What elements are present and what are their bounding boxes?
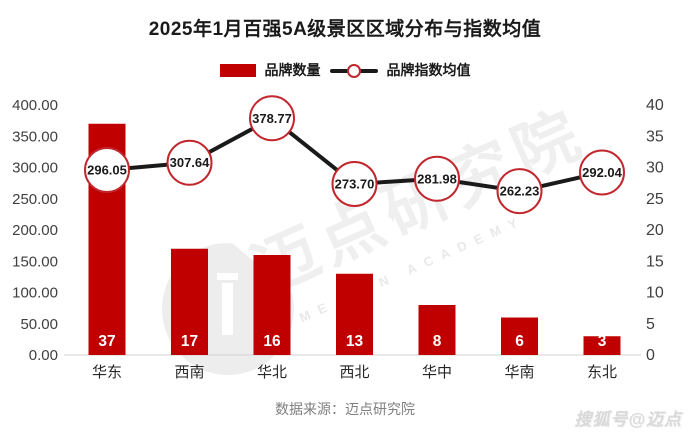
right-axis-tick: 30 [646,160,664,177]
lighthouse-icon [222,283,233,335]
bar [583,336,621,355]
line-marker-icon [346,63,361,78]
bar-series-label: 品牌数量 [264,62,321,78]
category-label: 华中 [422,364,452,381]
data-source-note: 数据来源：迈点研究院 [275,401,415,417]
index-value-label: 296.05 [87,162,127,177]
right-axis-tick: 10 [646,285,664,302]
index-marker [331,160,378,207]
left-axis-tick: 150.00 [12,253,58,270]
index-marker [579,149,625,196]
index-marker [249,95,295,142]
index-value-label: 262.23 [500,184,540,199]
bar [418,305,456,355]
category-label: 西北 [339,364,369,381]
combo-chart: 0.00 50.00 100.00 150.00 200.00 250.00 300.00 3… [12,95,664,381]
bar [171,248,208,355]
left-axis-tick: 300.00 [12,160,58,177]
line-series-swatch [329,63,378,78]
right-axis-tick: 5 [646,316,655,333]
right-axis-tick: 35 [646,128,664,145]
publisher-watermark: 搜狐号@迈点 [574,410,682,429]
index-value-label: 378.77 [252,111,292,126]
index-value-label: 307.64 [170,155,211,170]
bar [253,255,291,355]
left-axis-tick: 50.00 [20,316,58,333]
left-axis-tick: 100.00 [12,285,58,302]
index-marker [166,139,213,186]
right-axis-tick: 20 [646,222,664,239]
index-value-label: 292.04 [582,165,623,180]
bar-series-swatch [219,63,256,77]
bar-value-label: 13 [346,333,364,350]
index-marker [84,146,130,193]
right-axis-tick: 15 [646,253,664,270]
bar-value-label: 16 [263,333,281,350]
bar-value-label: 8 [433,333,442,350]
category-label: 西南 [174,364,204,381]
left-axis-tick: 250.00 [12,191,58,208]
bar-value-label: 17 [181,333,198,350]
bar-value-label: 3 [598,333,607,350]
category-label: 华东 [92,364,122,381]
legend: 品牌数量 品牌指数均值 [0,60,690,80]
index-marker [496,168,543,215]
line-series-label: 品牌指数均值 [386,62,471,78]
left-axis-tick: 350.00 [12,128,58,145]
index-value-label: 273.70 [335,176,375,191]
right-axis-tick: 40 [646,97,664,114]
bar-value-label: 37 [98,333,115,350]
bar [336,273,373,355]
chart-title: 2025年1月百强5A级景区区域分布与指数均值 [148,19,542,40]
category-label: 华南 [504,364,534,381]
left-axis-tick: 0.00 [29,347,58,364]
bar [501,317,538,355]
right-axis-tick: 0 [646,347,655,364]
lighthouse-top-icon [217,273,238,280]
category-label: 东北 [587,364,617,381]
index-marker [414,155,460,202]
plot-area: 迈点研究院 MEADIN ACADEMY 0.00 50.00 100.00 150.… [0,95,690,395]
left-axis-tick: 400.00 [12,97,58,114]
category-label: 华北 [257,364,287,381]
index-value-label: 281.98 [417,171,457,186]
left-axis-tick: 200.00 [12,222,58,239]
bar-value-label: 6 [515,333,524,350]
right-axis-tick: 25 [646,191,664,208]
